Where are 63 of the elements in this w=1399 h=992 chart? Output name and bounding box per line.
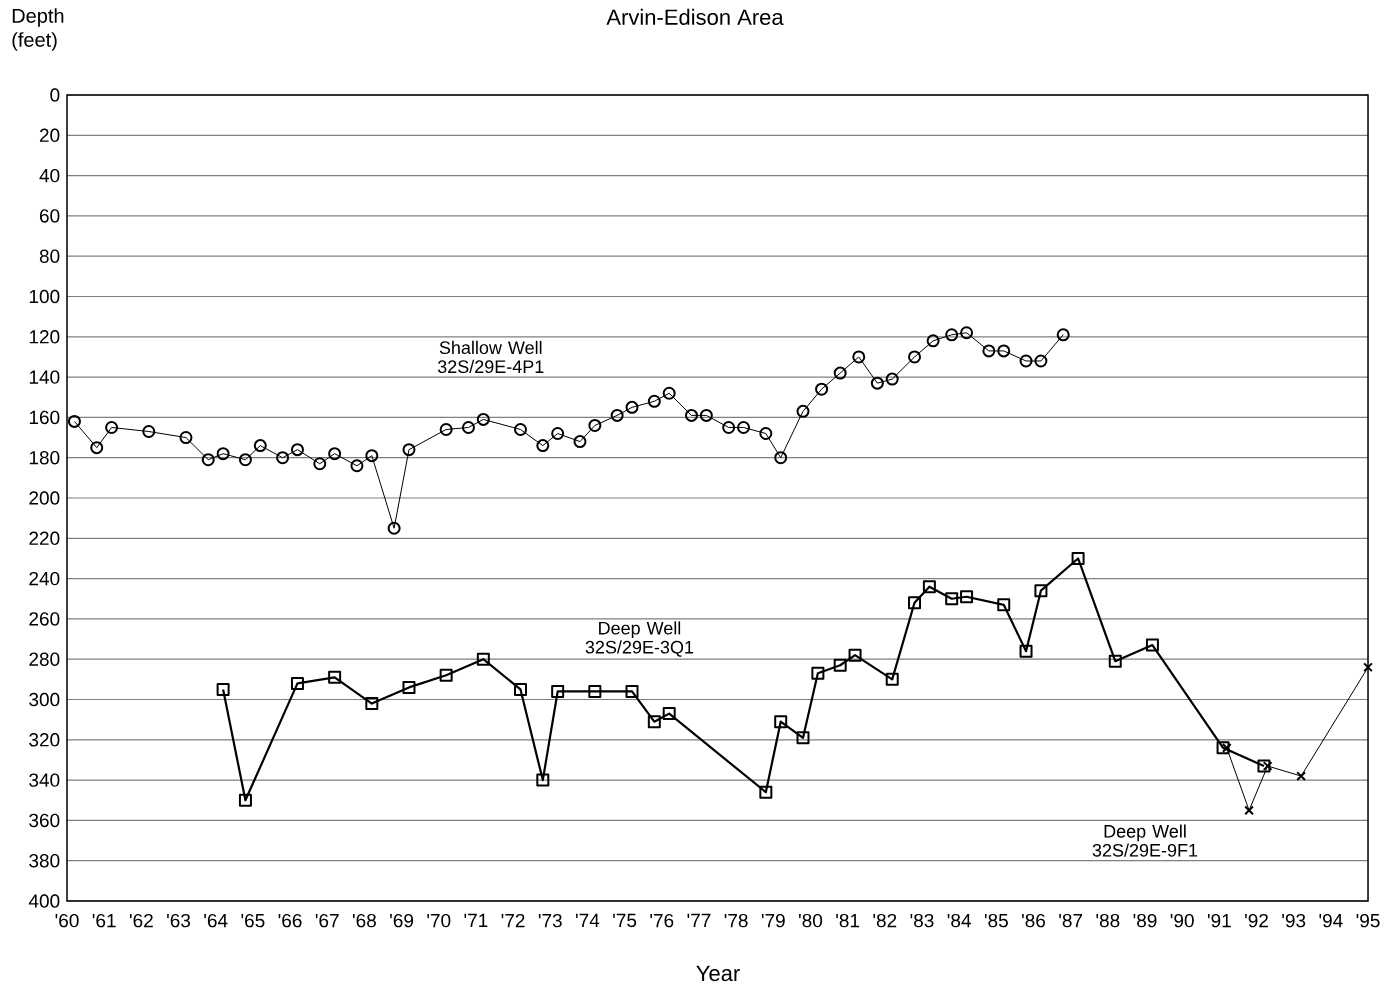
x-tick-label: '86 <box>1022 913 1046 928</box>
x-tick-label: '92 <box>1245 913 1268 928</box>
x-tick-label: '68 <box>352 913 376 928</box>
x-tick-label: '85 <box>984 913 1008 928</box>
y-tick-label: 60 <box>39 209 60 223</box>
x-tick-label: '82 <box>873 913 897 928</box>
x-tick-label: '62 <box>129 913 153 928</box>
y-tick-label: 340 <box>29 773 60 787</box>
x-tick-label: '76 <box>650 913 674 928</box>
x-tick-label: '65 <box>241 913 265 928</box>
y-tick-label: 200 <box>29 491 60 505</box>
y-tick-label: 160 <box>29 410 60 425</box>
y-tick-label: 220 <box>29 531 60 546</box>
x-tick-label: '81 <box>836 913 860 928</box>
x-tick-label: '95 <box>1356 913 1380 928</box>
x-tick-label: '80 <box>799 913 823 928</box>
x-tick-label: '90 <box>1170 913 1194 928</box>
x-tick-label: '79 <box>761 913 785 928</box>
y-tick-label: 320 <box>29 733 60 747</box>
y-tick-label: 80 <box>39 249 60 263</box>
x-tick-label: '84 <box>947 913 971 928</box>
y-tick-label: 20 <box>39 128 60 143</box>
x-tick-label: '70 <box>427 913 451 928</box>
y-tick-label: 140 <box>29 370 60 384</box>
x-tick-label: '61 <box>92 913 116 928</box>
x-tick-label: '60 <box>55 913 79 928</box>
x-tick-label: '94 <box>1319 913 1343 928</box>
y-tick-label: 0 <box>50 88 60 102</box>
x-tick-label: '91 <box>1207 913 1231 928</box>
x-tick-label: '63 <box>167 913 191 928</box>
y-tick-label: 300 <box>29 692 60 707</box>
y-tick-label: 120 <box>29 330 60 344</box>
x-tick-label: '93 <box>1282 913 1306 928</box>
series-label: Deep Well 32S/29E-3Q1 <box>585 621 694 657</box>
x-axis-title: Year <box>696 965 740 982</box>
x-tick-label: '67 <box>315 913 339 928</box>
y-tick-label: 40 <box>39 168 60 183</box>
x-tick-label: '77 <box>687 913 711 927</box>
y-axis-title: Depth (feet) <box>12 8 64 51</box>
x-tick-label: '78 <box>724 913 748 928</box>
y-tick-label: 240 <box>29 571 60 586</box>
x-tick-label: '88 <box>1096 913 1120 928</box>
text: Shallow Well 32S/29E-4P1 <box>437 340 544 374</box>
x-tick-label: '89 <box>1133 913 1157 928</box>
y-tick-label: 360 <box>29 813 60 828</box>
text: Deep Well 32S/29E-9F1 <box>1092 824 1198 857</box>
x-tick-label: '83 <box>910 913 934 928</box>
x-tick-label: '87 <box>1059 913 1083 928</box>
x-tick-label: '74 <box>576 913 600 927</box>
x-tick-label: '64 <box>204 913 228 928</box>
x-tick-label: '66 <box>278 913 302 928</box>
x-tick-label: '73 <box>538 913 562 928</box>
y-tick-label: 280 <box>29 652 60 666</box>
y-tick-label: 180 <box>29 450 60 465</box>
y-tick-label: 260 <box>29 612 60 626</box>
y-tick-label: 400 <box>28 894 60 908</box>
chart-title: Arvin-Edison Area <box>606 8 784 26</box>
x-tick-label: '75 <box>613 913 637 928</box>
x-tick-label: '72 <box>501 913 525 928</box>
x-tick-label: '69 <box>390 913 414 928</box>
y-tick-label: 100 <box>29 289 60 304</box>
y-tick-label: 380 <box>29 853 60 868</box>
x-tick-label: '71 <box>464 913 488 927</box>
